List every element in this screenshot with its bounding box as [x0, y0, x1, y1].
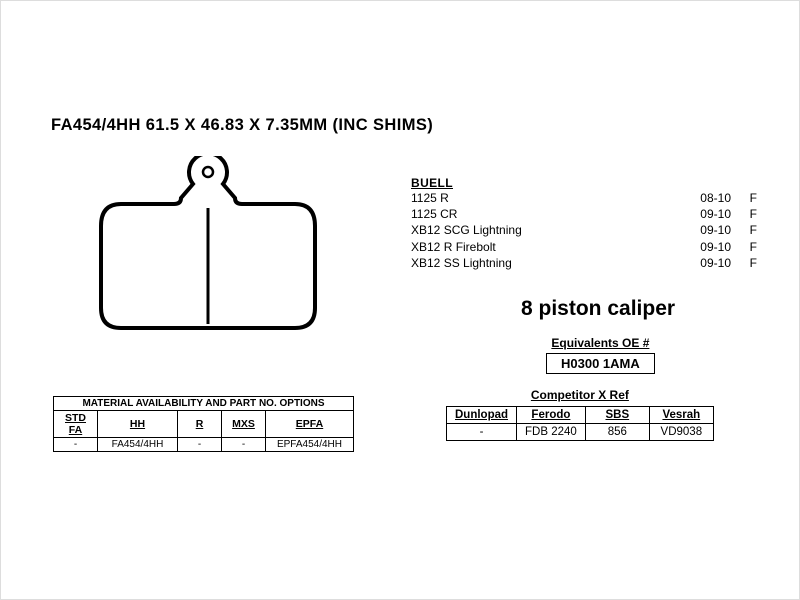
material-section: MATERIAL AVAILABILITY AND PART NO. OPTIO…	[53, 396, 354, 452]
app-position: F	[731, 206, 757, 222]
app-model: XB12 SCG Lightning	[411, 222, 681, 238]
xref-value: VD9038	[649, 424, 713, 441]
app-model: XB12 SS Lightning	[411, 255, 681, 271]
material-header: STD FA	[54, 411, 98, 438]
material-table: MATERIAL AVAILABILITY AND PART NO. OPTIO…	[53, 396, 354, 452]
equivalents-title: Equivalents OE #	[546, 336, 655, 350]
app-model: 1125 CR	[411, 206, 681, 222]
applications-header: BUELL	[411, 176, 757, 190]
product-title: FA454/4HH 61.5 X 46.83 X 7.35MM (INC SHI…	[51, 116, 433, 135]
competitor-xref: Competitor X Ref Dunlopad Ferodo SBS Ves…	[446, 388, 714, 441]
xref-header: Dunlopad	[447, 407, 517, 424]
xref-table: Dunlopad Ferodo SBS Vesrah - FDB 2240 85…	[446, 406, 714, 441]
application-row: XB12 SS Lightning 09-10 F	[411, 255, 757, 271]
xref-header: SBS	[585, 407, 649, 424]
caliper-note: 8 piston caliper	[521, 297, 675, 321]
app-model: XB12 R Firebolt	[411, 239, 681, 255]
material-header: MXS	[222, 411, 266, 438]
xref-header: Vesrah	[649, 407, 713, 424]
applications-list: BUELL 1125 R 08-10 F 1125 CR 09-10 F XB1…	[411, 176, 757, 271]
app-years: 09-10	[681, 206, 731, 222]
app-model: 1125 R	[411, 190, 681, 206]
material-header: R	[178, 411, 222, 438]
equivalents-section: Equivalents OE # H0300 1AMA	[546, 336, 655, 374]
material-value: -	[222, 438, 266, 452]
app-years: 09-10	[681, 255, 731, 271]
application-row: 1125 R 08-10 F	[411, 190, 757, 206]
xref-value: -	[447, 424, 517, 441]
app-position: F	[731, 190, 757, 206]
app-years: 08-10	[681, 190, 731, 206]
xref-header: Ferodo	[517, 407, 586, 424]
application-row: XB12 R Firebolt 09-10 F	[411, 239, 757, 255]
xref-value: FDB 2240	[517, 424, 586, 441]
material-value: -	[178, 438, 222, 452]
application-row: 1125 CR 09-10 F	[411, 206, 757, 222]
brake-pad-outline	[95, 156, 321, 346]
material-value: -	[54, 438, 98, 452]
app-position: F	[731, 239, 757, 255]
material-header: HH	[98, 411, 178, 438]
app-years: 09-10	[681, 239, 731, 255]
xref-value: 856	[585, 424, 649, 441]
equivalents-value: H0300 1AMA	[546, 353, 655, 374]
app-years: 09-10	[681, 222, 731, 238]
material-title: MATERIAL AVAILABILITY AND PART NO. OPTIO…	[54, 397, 354, 411]
xref-title: Competitor X Ref	[446, 388, 714, 402]
app-position: F	[731, 222, 757, 238]
application-row: XB12 SCG Lightning 09-10 F	[411, 222, 757, 238]
app-position: F	[731, 255, 757, 271]
material-value: FA454/4HH	[98, 438, 178, 452]
material-value: EPFA454/4HH	[266, 438, 354, 452]
material-header: EPFA	[266, 411, 354, 438]
